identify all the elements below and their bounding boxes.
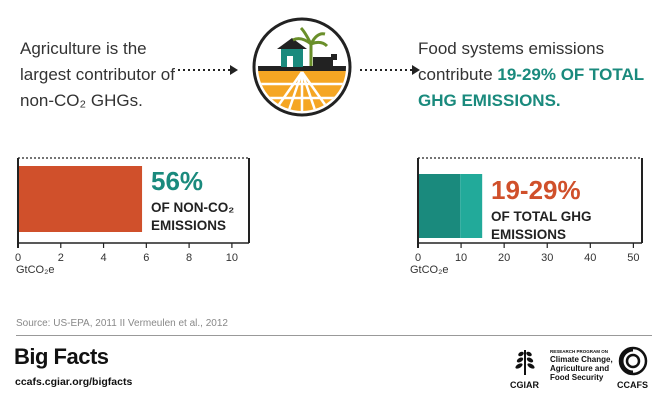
source-note: Source: US-EPA, 2011 II Vermeulen et al.… [16, 318, 228, 329]
intro-left-line2: largest contributor of [20, 65, 175, 84]
x-tick-label: 40 [584, 252, 596, 264]
x-tick-label: 20 [498, 252, 510, 264]
farm-icon [252, 17, 352, 117]
intro-left: Agriculture is the largest contributor o… [20, 36, 200, 114]
x-tick-label: 30 [541, 252, 553, 264]
unit-label-right: GtCO₂e [410, 264, 449, 276]
chart-left: 0 2 4 6 8 10 [15, 157, 250, 264]
intro-left-line1: Agriculture is the [20, 39, 147, 58]
annotation-left: 56% OF NON-CO₂ EMISSIONS [151, 167, 234, 235]
program-small: RESEARCH PROGRAM ON [550, 349, 609, 354]
cgiar-label: CGIAR [510, 380, 539, 390]
annotation-right-value: 19-29% [491, 175, 581, 205]
program-line3: Food Security [550, 373, 604, 382]
footer-title: Big Facts [14, 344, 109, 369]
x-tick-label: 10 [226, 252, 238, 264]
intro-right-line2-prefix: contribute [418, 65, 498, 84]
x-tick-label: 8 [186, 252, 192, 264]
intro-right-line2: contribute 19-29% OF TOTAL [418, 62, 658, 88]
chart-right: 0 10 20 30 40 50 [415, 157, 643, 264]
annotation-left-value: 56% [151, 166, 204, 196]
annotation-left-line2: EMISSIONS [151, 218, 227, 233]
x-tick-label: 2 [58, 252, 64, 264]
program-line2: Agriculture and [550, 364, 610, 373]
ccafs-logo-icon [618, 346, 648, 376]
bar-segment-1 [418, 174, 461, 238]
x-tick-label: 10 [455, 252, 467, 264]
x-tick-label: 0 [415, 252, 421, 264]
x-tick-label: 4 [100, 252, 106, 264]
arrow-dotted-icon [178, 65, 238, 75]
annotation-right: 19-29% OF TOTAL GHG EMISSIONS [491, 176, 592, 244]
x-tick-label: 0 [15, 252, 21, 264]
x-tick-label: 6 [143, 252, 149, 264]
divider [16, 335, 652, 336]
intro-right-highlight1: 19-29% OF TOTAL [497, 65, 645, 84]
x-tick-label: 50 [627, 252, 639, 264]
intro-right: Food systems emissions contribute 19-29%… [418, 36, 658, 114]
intro-right-highlight2: GHG EMISSIONS. [418, 91, 561, 110]
arrow-dotted-icon [360, 65, 420, 75]
ccafs-label: CCAFS [617, 380, 648, 390]
annotation-right-line2: EMISSIONS [491, 227, 567, 242]
intro-left-line3: non-CO₂ GHGs. [20, 91, 143, 110]
bar [18, 166, 143, 232]
wheat-icon [515, 350, 535, 375]
annotation-right-line1: OF TOTAL GHG [491, 209, 592, 224]
unit-label-left: GtCO₂e [16, 264, 55, 276]
intro-right-line1: Food systems emissions [418, 39, 605, 58]
bar-segment-2 [460, 174, 483, 238]
footer-url[interactable]: ccafs.cgiar.org/bigfacts [15, 376, 133, 388]
program-line1: Climate Change, [550, 355, 613, 364]
annotation-left-line1: OF NON-CO₂ [151, 200, 235, 215]
program-block: RESEARCH PROGRAM ON Climate Change, Agri… [550, 349, 613, 382]
